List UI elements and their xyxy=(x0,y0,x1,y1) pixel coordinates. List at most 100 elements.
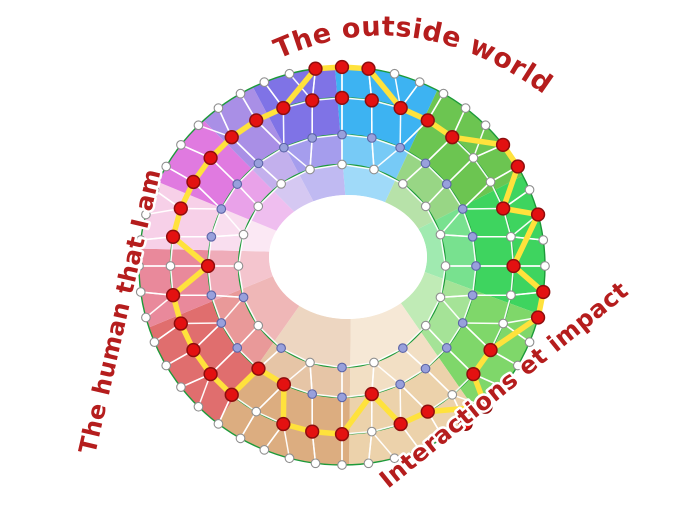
node-B-10[interactable] xyxy=(506,290,516,301)
node-A-41[interactable] xyxy=(176,140,186,150)
node-A-9[interactable] xyxy=(524,184,535,195)
node-A-35[interactable] xyxy=(135,287,146,297)
node-A-38[interactable] xyxy=(141,209,151,220)
node-B-24[interactable] xyxy=(186,342,201,358)
node-A-11[interactable] xyxy=(538,235,549,245)
node-D-4[interactable] xyxy=(435,229,446,240)
node-D-8[interactable] xyxy=(398,343,408,353)
node-B-4[interactable] xyxy=(445,130,460,145)
node-B-29[interactable] xyxy=(173,201,188,216)
node-C-18[interactable] xyxy=(232,343,243,353)
node-B-33[interactable] xyxy=(249,113,264,128)
node-C-15[interactable] xyxy=(307,389,318,399)
node-B-25[interactable] xyxy=(173,316,188,331)
node-C-16[interactable] xyxy=(276,377,292,392)
node-B-1[interactable] xyxy=(364,93,379,108)
node-B-31[interactable] xyxy=(203,150,218,166)
node-A-36[interactable] xyxy=(134,261,144,271)
node-A-12[interactable] xyxy=(540,261,550,271)
node-D-2[interactable] xyxy=(398,179,408,189)
node-A-3[interactable] xyxy=(414,77,425,87)
node-C-7[interactable] xyxy=(471,261,481,271)
node-C-19[interactable] xyxy=(216,318,227,328)
node-A-8[interactable] xyxy=(510,159,525,174)
node-C-20[interactable] xyxy=(206,290,217,301)
node-D-12[interactable] xyxy=(276,343,286,353)
node-C-11[interactable] xyxy=(420,363,431,374)
node-A-7[interactable] xyxy=(495,137,511,153)
node-A-17[interactable] xyxy=(498,382,508,392)
node-A-18[interactable] xyxy=(478,399,493,414)
node-A-25[interactable] xyxy=(310,458,321,469)
sector-green[interactable] xyxy=(385,90,523,229)
node-D-3[interactable] xyxy=(420,201,431,212)
node-B-22[interactable] xyxy=(224,387,239,402)
node-B-15[interactable] xyxy=(420,404,435,419)
node-D-19[interactable] xyxy=(305,164,315,175)
node-B-35[interactable] xyxy=(305,93,320,108)
sector-light-tan[interactable] xyxy=(349,303,478,465)
node-A-26[interactable] xyxy=(284,453,295,464)
node-A-2[interactable] xyxy=(389,68,400,79)
node-D-5[interactable] xyxy=(440,261,451,271)
node-A-30[interactable] xyxy=(193,401,204,412)
node-B-28[interactable] xyxy=(165,229,181,244)
node-A-16[interactable] xyxy=(512,360,523,371)
node-A-34[interactable] xyxy=(141,312,151,323)
node-A-28[interactable] xyxy=(235,433,246,444)
node-A-40[interactable] xyxy=(161,161,172,172)
node-C-23[interactable] xyxy=(216,204,227,214)
node-C-9[interactable] xyxy=(457,318,468,328)
node-B-11[interactable] xyxy=(498,318,509,329)
node-A-13[interactable] xyxy=(536,284,551,300)
node-C-3[interactable] xyxy=(420,158,431,169)
node-B-34[interactable] xyxy=(276,100,291,116)
node-D-10[interactable] xyxy=(337,362,347,373)
node-A-32[interactable] xyxy=(161,360,172,371)
node-B-18[interactable] xyxy=(334,427,350,442)
node-C-13[interactable] xyxy=(364,386,379,402)
node-C-27[interactable] xyxy=(307,133,318,143)
node-A-20[interactable] xyxy=(438,433,449,444)
node-A-47[interactable] xyxy=(308,61,323,76)
node-C-4[interactable] xyxy=(441,179,452,189)
node-B-9[interactable] xyxy=(506,258,521,274)
node-A-22[interactable] xyxy=(389,453,400,464)
node-A-39[interactable] xyxy=(149,184,160,195)
node-B-26[interactable] xyxy=(165,288,181,303)
node-C-2[interactable] xyxy=(395,142,405,153)
node-D-14[interactable] xyxy=(238,292,249,303)
node-A-31[interactable] xyxy=(176,382,186,392)
node-B-6[interactable] xyxy=(485,177,496,187)
node-D-6[interactable] xyxy=(435,292,446,303)
node-B-12[interactable] xyxy=(483,342,498,358)
node-A-5[interactable] xyxy=(460,103,471,113)
sector-salmon[interactable] xyxy=(148,276,300,423)
node-B-2[interactable] xyxy=(393,100,408,116)
node-C-8[interactable] xyxy=(467,290,478,301)
node-D-16[interactable] xyxy=(238,229,249,240)
node-B-5[interactable] xyxy=(468,153,479,163)
node-A-37[interactable] xyxy=(135,235,146,245)
node-A-29[interactable] xyxy=(213,419,224,429)
node-C-12[interactable] xyxy=(395,379,405,390)
node-B-8[interactable] xyxy=(506,231,516,242)
node-A-42[interactable] xyxy=(193,120,204,131)
node-B-0[interactable] xyxy=(334,90,350,105)
node-C-1[interactable] xyxy=(366,133,377,143)
node-A-6[interactable] xyxy=(480,120,491,131)
node-C-5[interactable] xyxy=(457,204,468,214)
node-A-33[interactable] xyxy=(149,337,160,348)
node-B-21[interactable] xyxy=(251,406,262,417)
node-C-26[interactable] xyxy=(279,142,289,153)
node-D-0[interactable] xyxy=(337,159,347,170)
node-A-43[interactable] xyxy=(213,103,224,113)
node-B-32[interactable] xyxy=(224,130,239,145)
node-D-15[interactable] xyxy=(233,261,244,271)
node-C-0[interactable] xyxy=(337,129,347,140)
node-A-21[interactable] xyxy=(414,445,425,455)
node-D-11[interactable] xyxy=(305,357,315,368)
node-C-24[interactable] xyxy=(232,179,243,189)
node-C-17[interactable] xyxy=(251,361,266,376)
node-B-16[interactable] xyxy=(393,416,408,432)
